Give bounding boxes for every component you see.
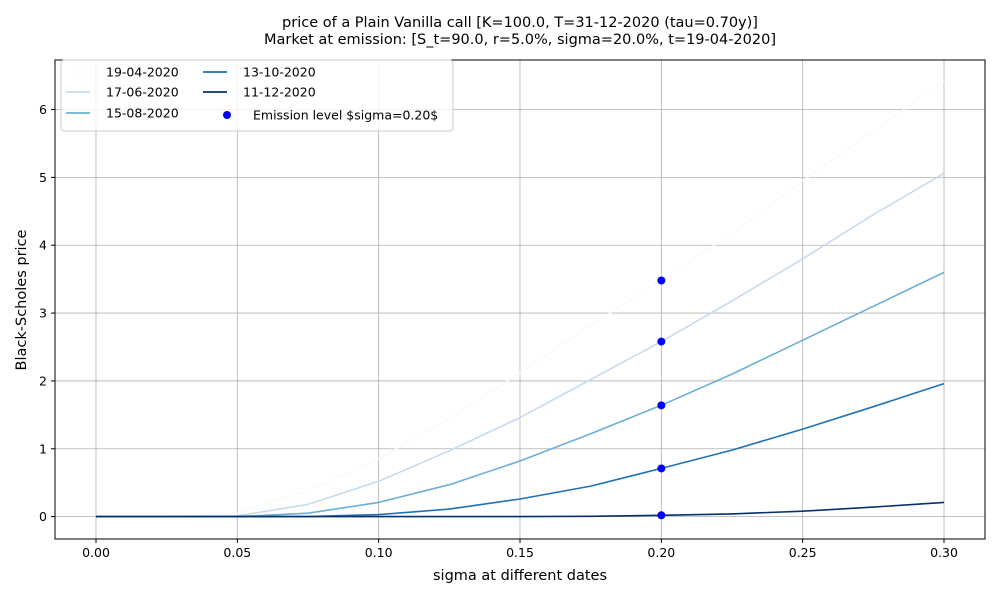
emission-point xyxy=(657,276,666,285)
legend-label: 15-08-2020 xyxy=(106,106,179,121)
y-tick-label: 2 xyxy=(39,373,47,388)
y-axis-label: Black-Scholes price xyxy=(14,229,30,370)
series-lines xyxy=(96,80,945,518)
x-tick-label: 0.00 xyxy=(82,545,110,560)
y-tick-label: 0 xyxy=(39,509,47,524)
emission-point xyxy=(657,464,666,473)
y-tick-label: 1 xyxy=(39,441,47,456)
y-ticks: 0 1 2 3 4 5 6 xyxy=(39,102,55,524)
legend-box xyxy=(60,59,454,132)
series-line-19-04-2020 xyxy=(96,80,945,518)
series-line-11-12-2020 xyxy=(96,501,945,518)
emission-point xyxy=(657,337,666,346)
x-axis-label: sigma at different dates xyxy=(433,568,607,584)
x-ticks: 0.00 0.05 0.10 0.15 0.20 0.25 0.30 xyxy=(82,539,958,560)
legend-label: 11-12-2020 xyxy=(243,85,316,100)
chart-title: price of a Plain Vanilla call [K=100.0, … xyxy=(282,15,758,31)
x-tick-label: 0.20 xyxy=(647,545,675,560)
x-tick-label: 0.10 xyxy=(365,545,393,560)
legend-label: 19-04-2020 xyxy=(106,65,179,80)
legend-label: 13-10-2020 xyxy=(243,65,316,80)
y-tick-label: 4 xyxy=(39,238,47,253)
chart-subtitle: Market at emission: [S_t=90.0, r=5.0%, s… xyxy=(264,32,776,48)
grid xyxy=(55,60,985,539)
x-tick-label: 0.30 xyxy=(930,545,958,560)
x-tick-label: 0.25 xyxy=(789,545,817,560)
y-tick-label: 6 xyxy=(39,102,47,117)
legend-label: 17-06-2020 xyxy=(106,85,179,100)
legend-label: Emission level $sigma=0.20$ xyxy=(253,108,438,123)
legend-swatch xyxy=(223,111,231,119)
y-tick-label: 5 xyxy=(39,170,47,185)
emission-point xyxy=(657,511,666,520)
x-tick-label: 0.15 xyxy=(506,545,534,560)
emission-point xyxy=(657,401,666,410)
legend: 19-04-2020 17-06-2020 15-08-2020 13-10-2020… xyxy=(60,59,454,132)
x-tick-label: 0.05 xyxy=(223,545,251,560)
emission-points xyxy=(657,276,666,520)
y-tick-label: 3 xyxy=(39,306,47,321)
